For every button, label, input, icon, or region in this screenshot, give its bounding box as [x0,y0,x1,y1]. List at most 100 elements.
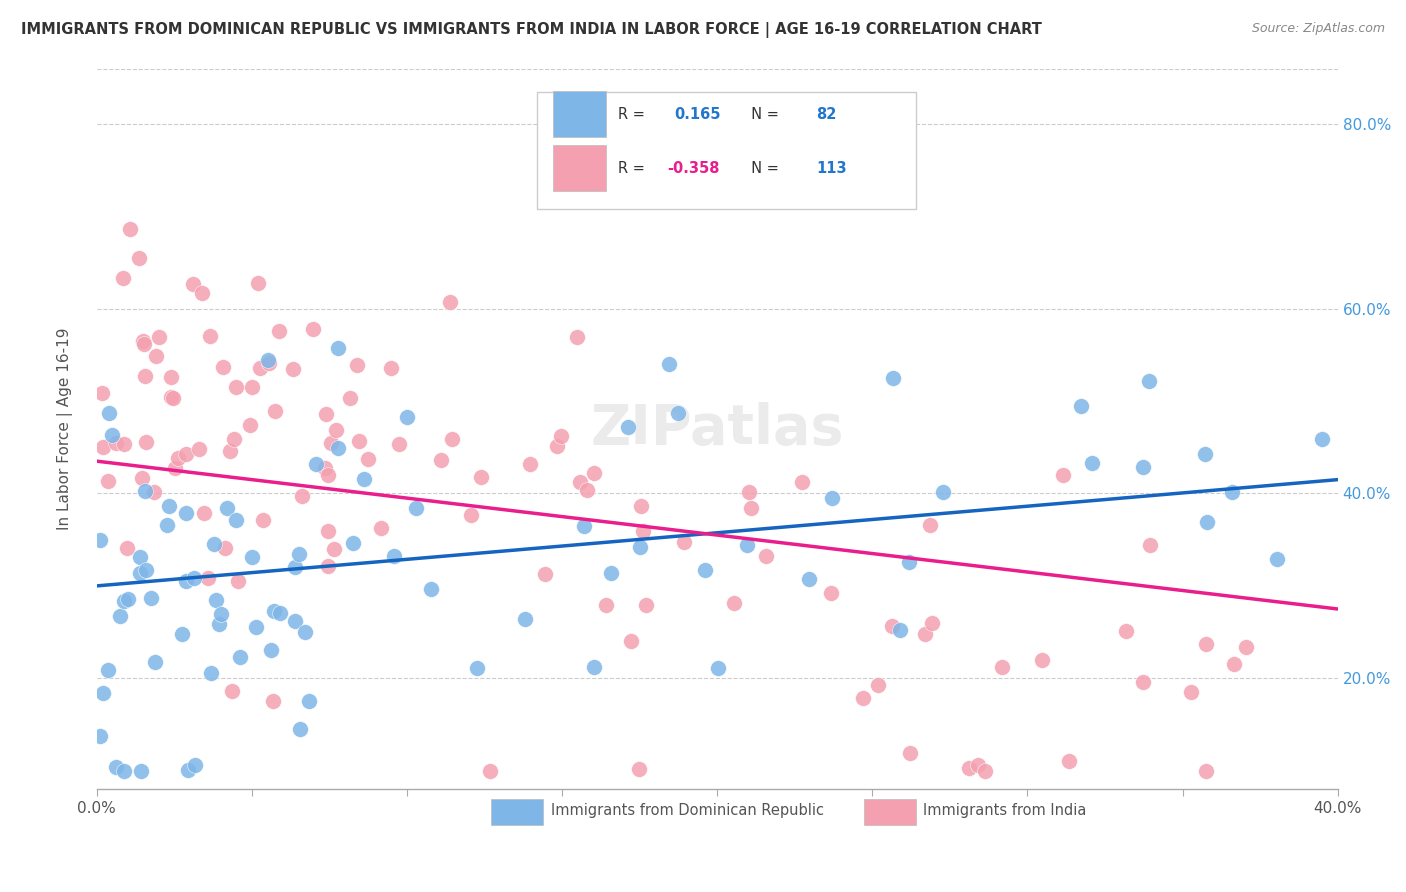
Point [174,574,197,589]
Point [898,746,921,760]
Point [226,574,249,588]
Point [460,508,482,522]
Point [208,616,231,631]
Point [1180,685,1202,699]
Point [159,390,181,404]
Point [316,524,339,539]
Point [162,391,184,405]
Text: ZIPatlas: ZIPatlas [591,401,844,456]
Point [132,334,155,348]
Point [91,686,114,700]
Point [441,432,464,446]
Point [1197,515,1219,529]
Point [89,730,111,744]
Point [128,252,150,266]
Point [1132,460,1154,475]
Point [97,663,120,677]
Point [395,410,418,425]
Point [240,549,263,564]
Point [163,460,186,475]
Point [666,405,689,419]
Text: -0.358: -0.358 [668,161,720,176]
Text: Immigrants from Dominican Republic: Immigrants from Dominican Republic [551,804,824,818]
Point [1310,432,1333,446]
Point [108,608,131,623]
Point [957,761,980,775]
Point [550,429,572,443]
Text: R =: R = [619,161,650,176]
Point [790,475,813,489]
Point [328,442,350,456]
Point [600,566,623,580]
Point [177,763,200,777]
Point [212,359,235,374]
Text: IMMIGRANTS FROM DOMINICAN REPUBLIC VS IMMIGRANTS FROM INDIA IN LABOR FORCE | AGE: IMMIGRANTS FROM DOMINICAN REPUBLIC VS IM… [21,22,1042,38]
Point [465,661,488,675]
Point [1052,467,1074,482]
Point [932,485,955,500]
Point [628,540,651,554]
Point [315,407,337,421]
Point [319,435,342,450]
Point [868,678,890,692]
Point [326,342,349,356]
Point [634,599,657,613]
Point [1194,447,1216,461]
Point [346,358,368,372]
Point [157,499,180,513]
Point [181,277,204,291]
Point [420,582,443,597]
Point [135,434,157,449]
Point [370,521,392,535]
Point [347,434,370,448]
Text: Immigrants from India: Immigrants from India [924,804,1087,818]
Point [353,472,375,486]
Point [519,457,541,471]
Point [470,469,492,483]
Point [174,506,197,520]
Point [283,614,305,628]
Point [342,536,364,550]
Point [105,435,128,450]
Point [967,758,990,772]
Point [97,474,120,488]
Point [156,518,179,533]
Point [260,643,283,657]
Point [631,524,654,539]
Point [738,485,761,500]
Point [382,549,405,563]
Text: 82: 82 [817,107,837,121]
Point [283,362,305,376]
Point [316,558,339,573]
Point [583,467,606,481]
Point [174,447,197,461]
Point [112,594,135,608]
Point [262,694,284,708]
Point [91,440,114,454]
Point [259,356,281,370]
Point [143,484,166,499]
Point [1223,657,1246,672]
Point [617,420,640,434]
Point [214,541,236,555]
Point [221,683,243,698]
Point [218,444,240,458]
Point [1220,485,1243,500]
Point [644,153,666,168]
Point [143,655,166,669]
Point [246,276,269,290]
Point [134,483,156,498]
Point [921,616,943,631]
Point [101,427,124,442]
Point [263,604,285,618]
Point [249,361,271,376]
Point [658,357,681,371]
Point [595,599,617,613]
Point [148,330,170,344]
Point [405,500,427,515]
Point [737,537,759,551]
Point [1031,653,1053,667]
Point [117,592,139,607]
Point [1265,551,1288,566]
Point [89,533,111,547]
